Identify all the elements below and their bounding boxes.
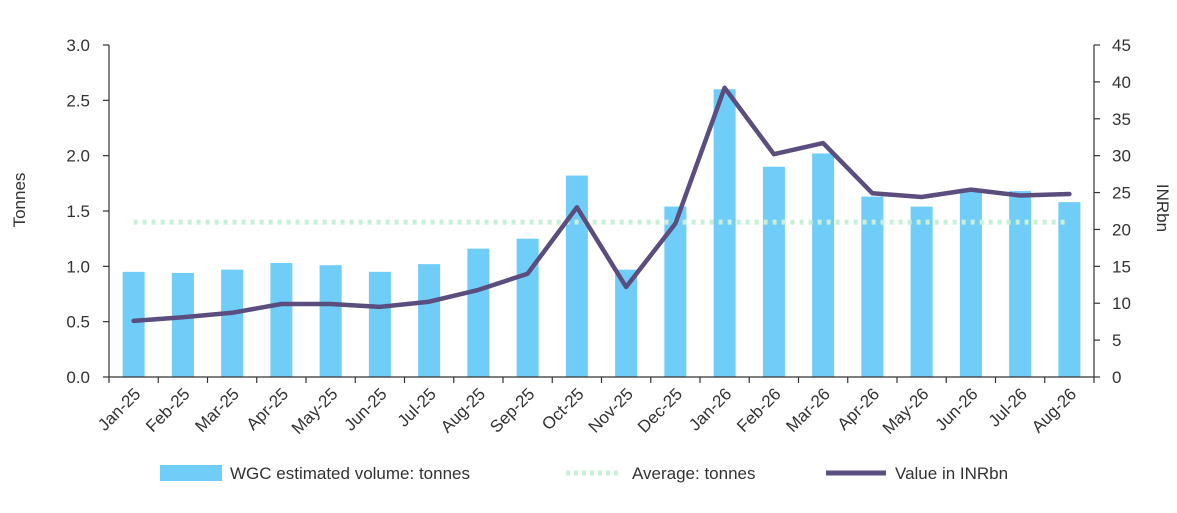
bar-Aug-26 bbox=[1058, 202, 1081, 377]
right-tick-label: 30 bbox=[1112, 147, 1131, 166]
bar-Nov-25 bbox=[615, 269, 638, 377]
x-tick-label: Dec-25 bbox=[634, 384, 686, 436]
x-tick-label: Mar-26 bbox=[782, 384, 834, 436]
left-tick-label: 1.0 bbox=[66, 257, 90, 276]
x-tick-label: Jan-25 bbox=[94, 384, 144, 434]
y-axis-title: Tonnes bbox=[10, 173, 29, 228]
x-tick-label: Jul-26 bbox=[985, 384, 1031, 430]
left-tick-label: 2.5 bbox=[66, 91, 90, 110]
right-tick-label: 10 bbox=[1112, 294, 1131, 313]
bar-May-26 bbox=[910, 206, 933, 377]
right-tick-label: 20 bbox=[1112, 220, 1131, 239]
left-tick-label: 1.5 bbox=[66, 202, 90, 221]
bar-Feb-26 bbox=[762, 166, 785, 377]
x-tick-label: Jan-26 bbox=[685, 384, 735, 434]
x-tick-label: Oct-25 bbox=[538, 384, 588, 434]
right-tick-label: 5 bbox=[1112, 331, 1121, 350]
value-line-group bbox=[131, 85, 1072, 324]
bar-Oct-25 bbox=[565, 175, 588, 377]
bar-Jun-26 bbox=[959, 188, 982, 377]
legend-label-line: Value in INRbn bbox=[895, 464, 1008, 483]
right-tick-label: 25 bbox=[1112, 184, 1131, 203]
left-tick-label: 2.0 bbox=[66, 147, 90, 166]
bar-Apr-26 bbox=[861, 196, 884, 377]
x-tick-label: Apr-26 bbox=[834, 384, 884, 434]
right-tick-label: 35 bbox=[1112, 110, 1131, 129]
legend: WGC estimated volume: tonnes Average: to… bbox=[160, 464, 1008, 483]
legend-label-average: Average: tonnes bbox=[632, 464, 756, 483]
x-tick-label: Sep-25 bbox=[486, 384, 538, 436]
right-tick-label: 0 bbox=[1112, 368, 1121, 387]
x-tick-label: Jun-25 bbox=[341, 384, 391, 434]
legend-label-bars: WGC estimated volume: tonnes bbox=[230, 464, 470, 483]
x-tick-label: Nov-25 bbox=[585, 384, 637, 436]
y2-axis-title: INRbn bbox=[1153, 184, 1172, 232]
bar-Jan-25 bbox=[122, 271, 145, 377]
left-tick-label: 3.0 bbox=[66, 36, 90, 55]
right-tick-label: 15 bbox=[1112, 257, 1131, 276]
bar-Jun-25 bbox=[368, 271, 391, 377]
x-tick-label: Feb-25 bbox=[142, 384, 194, 436]
left-tick-label: 0.0 bbox=[66, 368, 90, 387]
right-tick-label: 45 bbox=[1112, 36, 1131, 55]
bar-Feb-25 bbox=[171, 272, 194, 377]
legend-swatch-bars bbox=[160, 465, 222, 481]
x-tick-label: May-26 bbox=[879, 384, 933, 438]
bar-May-25 bbox=[319, 265, 342, 377]
x-tick-label: Mar-25 bbox=[191, 384, 243, 436]
x-tick-label: Aug-26 bbox=[1028, 384, 1080, 436]
bar-Dec-25 bbox=[664, 206, 687, 377]
value-line bbox=[131, 85, 1072, 324]
x-tick-label: Jun-26 bbox=[932, 384, 982, 434]
bar-Mar-26 bbox=[812, 153, 835, 377]
bar-Mar-25 bbox=[221, 269, 244, 377]
bar-Jul-26 bbox=[1009, 191, 1032, 377]
bar-Jul-25 bbox=[418, 264, 441, 377]
left-tick-label: 0.5 bbox=[66, 313, 90, 332]
x-tick-label: Feb-26 bbox=[733, 384, 785, 436]
bar-Jan-26 bbox=[713, 89, 736, 378]
left-tick-labels: 0.0 0.5 1.0 1.5 2.0 2.5 3.0 bbox=[66, 36, 90, 387]
x-tick-label: Aug-25 bbox=[437, 384, 489, 436]
right-tick-labels: 0 5 10 15 20 25 30 35 40 45 bbox=[1112, 36, 1131, 387]
bar-Apr-25 bbox=[270, 263, 293, 377]
bar-Sep-25 bbox=[516, 238, 539, 377]
x-tick-label: Apr-25 bbox=[243, 384, 293, 434]
axes-group bbox=[103, 44, 1100, 383]
bar-series-group bbox=[122, 89, 1081, 378]
x-tick-label: May-25 bbox=[288, 384, 342, 438]
bar-Aug-25 bbox=[467, 248, 490, 377]
right-tick-label: 40 bbox=[1112, 73, 1131, 92]
x-tick-label: Jul-25 bbox=[394, 384, 440, 430]
